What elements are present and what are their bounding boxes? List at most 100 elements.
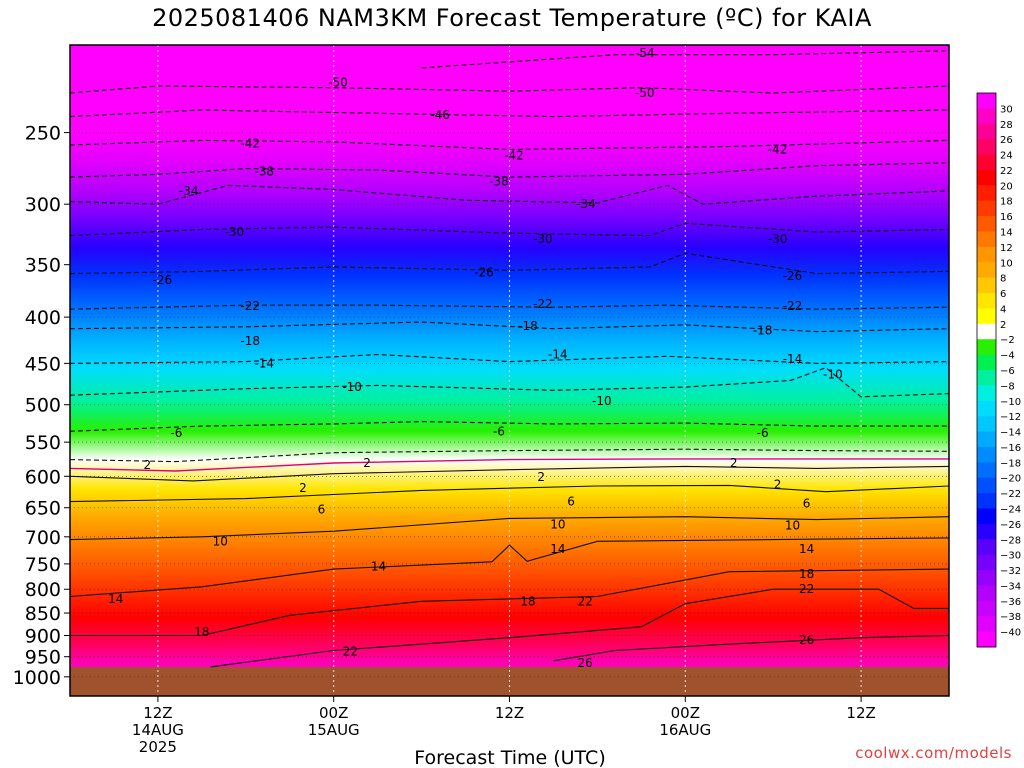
colorbar-label: −40 bbox=[1000, 628, 1021, 639]
contour-minus-50 bbox=[70, 85, 949, 94]
y-tick-label: 450 bbox=[25, 353, 61, 375]
contour-minus-46 bbox=[70, 109, 949, 118]
contour-label: -6 bbox=[493, 424, 505, 438]
y-tick-label: 550 bbox=[25, 432, 61, 454]
x-tick-label: 14AUG bbox=[132, 721, 184, 739]
colorbar-label: 8 bbox=[1000, 274, 1006, 285]
contour-minus-6 bbox=[70, 421, 949, 432]
colorbar-label: −16 bbox=[1000, 443, 1021, 454]
colorbar-label: −32 bbox=[1000, 566, 1021, 577]
y-tick-label: 700 bbox=[25, 527, 61, 549]
colorbar-label: 10 bbox=[1000, 258, 1013, 269]
colorbar-frame bbox=[976, 92, 997, 648]
contour-label: -10 bbox=[823, 368, 843, 382]
contour-label: -38 bbox=[489, 174, 509, 188]
contour-label: -14 bbox=[254, 356, 274, 370]
contour-6 bbox=[70, 484, 949, 503]
contour-label: 14 bbox=[371, 560, 386, 574]
colorbar-swatch bbox=[977, 216, 996, 232]
chart-title: 2025081406 NAM3KM Forecast Temperature (… bbox=[152, 4, 872, 32]
contour-label: -34 bbox=[179, 184, 199, 198]
contour-minus-42 bbox=[70, 139, 949, 151]
contour-label: 14 bbox=[799, 542, 814, 556]
colorbar-label: −18 bbox=[1000, 458, 1021, 469]
colorbar-swatch bbox=[977, 169, 996, 186]
contour-label: -10 bbox=[342, 380, 362, 394]
contour-label: -18 bbox=[518, 319, 538, 333]
watermark: coolwx.com/models bbox=[855, 744, 1012, 762]
colorbar-label: 24 bbox=[1000, 151, 1013, 162]
colorbar-swatch bbox=[977, 400, 996, 417]
contour-label: -22 bbox=[240, 299, 260, 313]
colorbar-swatch bbox=[977, 308, 996, 325]
contour-minus-34 bbox=[70, 184, 949, 205]
colorbar-label: 6 bbox=[1000, 289, 1006, 300]
x-tick-label: 00Z bbox=[671, 704, 700, 722]
x-tick-label: 2025 bbox=[139, 738, 177, 756]
colorbar-label: 12 bbox=[1000, 243, 1013, 254]
colorbar-label: 22 bbox=[1000, 166, 1013, 177]
colorbar-swatch bbox=[977, 93, 996, 109]
colorbar-label: −2 bbox=[1000, 335, 1015, 346]
contour-labels: -54 -50 -50 -46 -42 -42 -42 -38 -38 -34 -34 -30 -30 -… bbox=[108, 46, 843, 670]
colorbar-swatch bbox=[977, 139, 996, 155]
colorbar-label: −14 bbox=[1000, 428, 1021, 439]
contour-label: 22 bbox=[799, 582, 814, 596]
colorbar-label: 18 bbox=[1000, 197, 1013, 208]
contour-14 bbox=[70, 537, 949, 598]
colorbar-swatch bbox=[977, 570, 996, 586]
colorbar-label: −36 bbox=[1000, 597, 1021, 608]
colorbar-swatch bbox=[977, 446, 996, 463]
contour-label: -30 bbox=[768, 232, 788, 246]
contour-label: -50 bbox=[635, 86, 655, 100]
x-axis-title: Forecast Time (UTC) bbox=[414, 747, 605, 768]
contour-label: 6 bbox=[318, 503, 326, 517]
contour-label: 22 bbox=[577, 594, 592, 608]
contour-label: -42 bbox=[240, 136, 260, 150]
colorbar-swatch bbox=[977, 431, 996, 448]
colorbar-swatch bbox=[977, 277, 996, 294]
contour-minus-10 bbox=[70, 367, 949, 398]
colorbar-label: −24 bbox=[1000, 505, 1021, 516]
contour-minus-22 bbox=[70, 304, 949, 310]
colorbar-swatch bbox=[977, 600, 996, 617]
contour-label: 14 bbox=[108, 592, 123, 606]
y-tick-label: 300 bbox=[25, 194, 61, 216]
contour-label: 26 bbox=[577, 656, 592, 670]
contour-label: 10 bbox=[213, 534, 228, 548]
colorbar-label: −10 bbox=[1000, 397, 1021, 408]
contour-label: 18 bbox=[194, 625, 209, 639]
x-tick-label: 12Z bbox=[495, 704, 524, 722]
contour-label: 18 bbox=[520, 594, 535, 608]
contour-label: -18 bbox=[753, 324, 773, 338]
colorbar-label: 4 bbox=[1000, 304, 1006, 315]
contour-2 bbox=[70, 465, 949, 482]
colorbar-swatch bbox=[977, 370, 996, 386]
y-tick-label: 600 bbox=[25, 466, 61, 488]
contour-minus-2 bbox=[70, 448, 949, 463]
x-tick-label: 12Z bbox=[143, 704, 172, 722]
colorbar-swatch bbox=[977, 462, 996, 479]
contour-label: -26 bbox=[474, 265, 494, 279]
contour-label: -26 bbox=[152, 273, 172, 287]
contour-label: -6 bbox=[757, 426, 769, 440]
x-tick-label: 15AUG bbox=[308, 721, 360, 739]
contour-minus-54 bbox=[421, 50, 949, 69]
colorbar-label: 26 bbox=[1000, 135, 1013, 146]
contour-label: -26 bbox=[783, 269, 803, 283]
colorbar-swatch bbox=[977, 477, 996, 494]
colorbar: 30 28 26 24 22 20 18 16 14 12 10 8 6 4 2 −2 −4 −6 −8 −10 −12… bbox=[976, 92, 1021, 648]
colorbar-swatch bbox=[977, 123, 996, 140]
contour-label: 14 bbox=[550, 542, 565, 556]
contour-lines bbox=[70, 50, 949, 668]
y-tick-label: 400 bbox=[25, 307, 61, 329]
contour-minus-14 bbox=[70, 353, 949, 364]
colorbar-swatch bbox=[977, 385, 996, 402]
contour-label: -50 bbox=[328, 75, 348, 89]
colorbar-label: −26 bbox=[1000, 520, 1021, 531]
colorbar-swatch bbox=[977, 293, 996, 309]
contour-minus-26 bbox=[70, 252, 949, 275]
contour-0 bbox=[70, 458, 949, 472]
colorbar-label: −28 bbox=[1000, 535, 1021, 546]
